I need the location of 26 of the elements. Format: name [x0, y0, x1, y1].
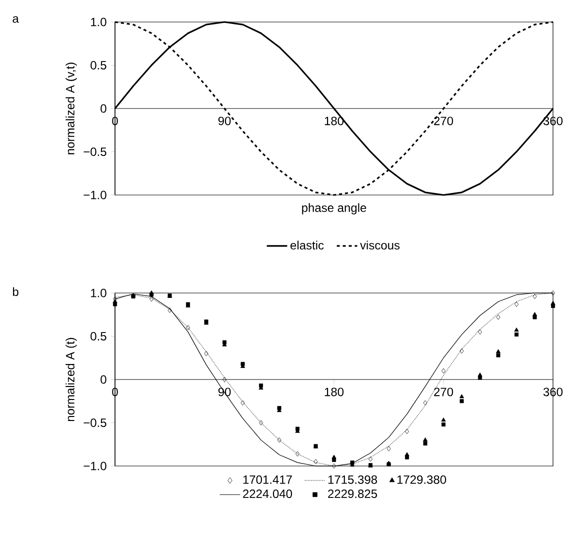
y-tick-label: −0.5: [84, 148, 106, 156]
y-axis-title: normalized A (v,t): [66, 62, 77, 154]
y-tick-label: −0.5: [84, 418, 106, 428]
x-tick-label: 180: [324, 388, 344, 396]
legend-label: 1715.398: [328, 475, 378, 484]
legend-label: 1701.417: [243, 475, 292, 484]
legend-label: 1729.380: [397, 475, 446, 484]
x-tick-label: 270: [434, 388, 454, 396]
legend-label: 2229.825: [328, 490, 378, 498]
legend-label: viscous: [360, 240, 400, 250]
legend-label: 2224.040: [243, 490, 292, 498]
y-tick-label: −1.0: [84, 462, 106, 470]
y-tick-label: 1.0: [91, 18, 106, 26]
y-tick-label: 1.0: [91, 288, 106, 298]
y-axis-title: normalized A (t): [66, 338, 77, 422]
y-tick-label: 0.5: [90, 332, 106, 341]
legend-label: elastic: [290, 240, 324, 250]
y-tick-label: −1.0: [84, 190, 106, 200]
x-tick-label: 90: [218, 116, 231, 126]
text: a: [12, 16, 19, 23]
y-tick-label: 0: [100, 375, 106, 384]
x-axis-title: phase angle: [302, 203, 366, 214]
y-tick-label: 0.5: [90, 61, 106, 70]
y-tick-label: 0: [100, 104, 106, 113]
x-tick-label: 270: [434, 116, 454, 126]
text: b: [12, 287, 18, 296]
